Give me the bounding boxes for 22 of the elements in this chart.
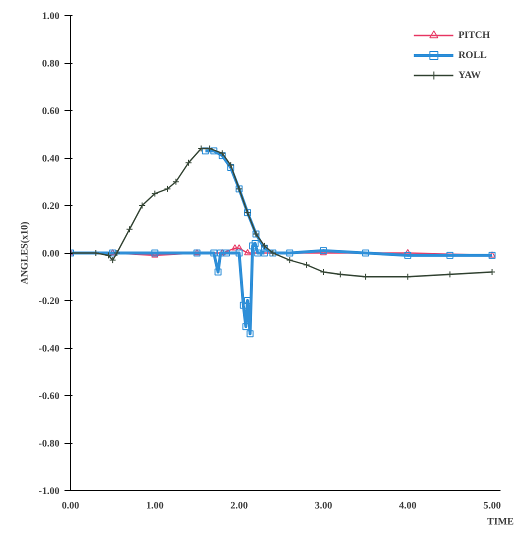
x-tick-label: 0.00: [62, 500, 80, 512]
y-tick-label: 0.40: [42, 154, 60, 164]
y-axis-title: ANGLES(x10): [20, 222, 31, 284]
y-tick-label: -0.80: [38, 438, 60, 450]
legend-label: YAW: [458, 70, 481, 80]
y-tick-label: 0.00: [42, 248, 60, 260]
y-tick-label: -0.60: [38, 391, 60, 402]
x-tick-label: 1.00: [146, 500, 164, 512]
y-tick-label: 0.20: [42, 201, 60, 212]
legend-label: PITCH: [458, 30, 490, 40]
x-tick-label: 5.00: [483, 500, 501, 512]
y-tick-label: -1.00: [38, 486, 60, 497]
x-axis-title: TIME: [487, 516, 514, 528]
x-tick-label: 2.00: [230, 500, 248, 512]
legend-label: ROLL: [458, 50, 487, 60]
y-tick-label: -0.20: [38, 296, 60, 307]
x-tick-label: 4.00: [399, 500, 417, 512]
y-tick-label: 0.80: [42, 58, 60, 70]
y-tick-label: 0.60: [42, 106, 60, 117]
x-tick-label: 3.00: [314, 500, 332, 512]
y-tick-label: 1.00: [42, 11, 60, 22]
y-tick-label: -0.40: [38, 344, 60, 354]
